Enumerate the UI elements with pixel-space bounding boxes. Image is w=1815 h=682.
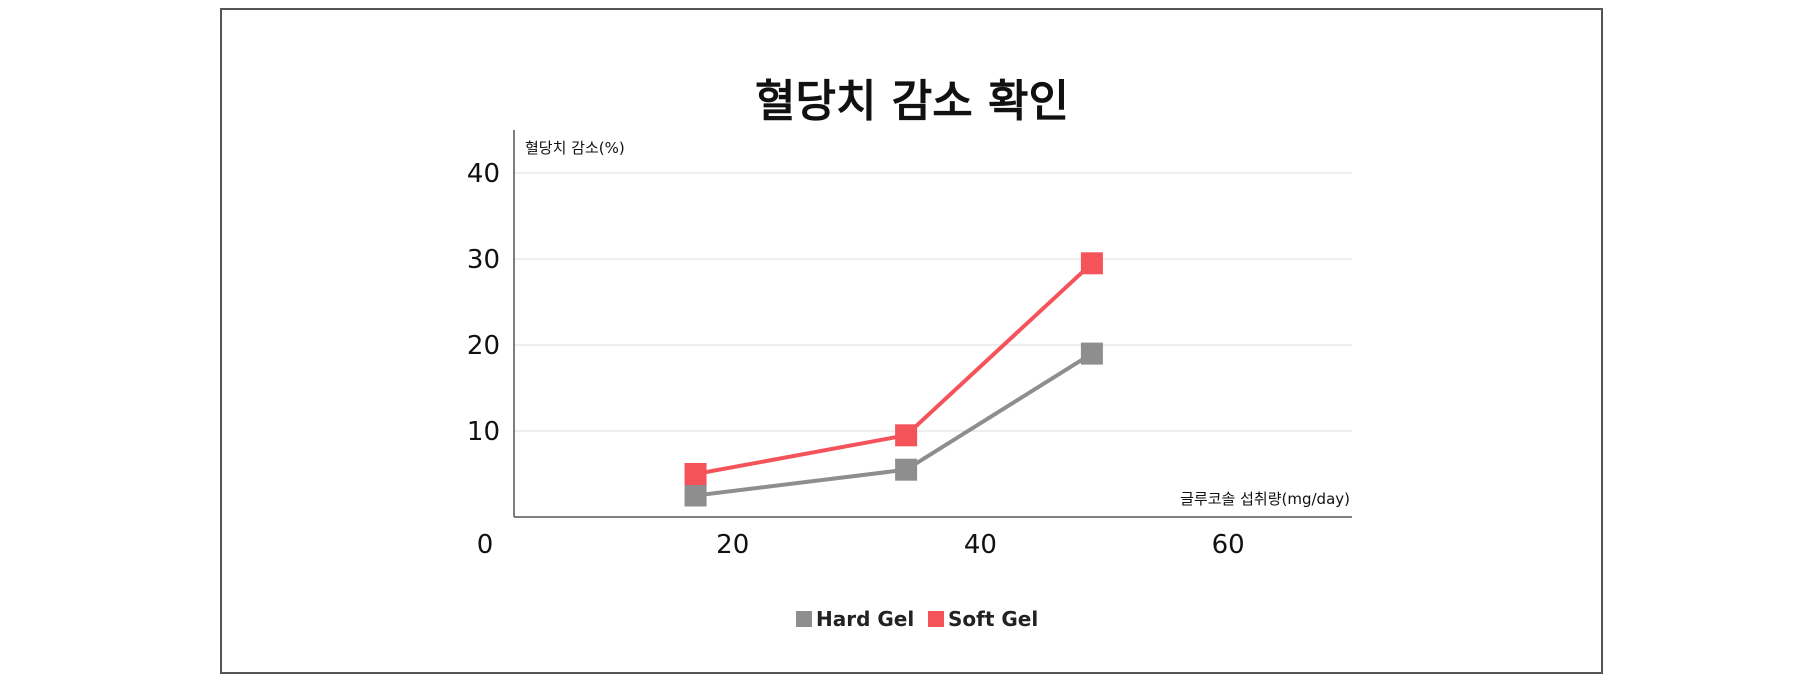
data-point <box>895 458 918 481</box>
series-line <box>695 351 1093 498</box>
data-point <box>1080 342 1103 365</box>
x-axis-label: 글루코솔 섭취량(mg/day) <box>1180 490 1350 508</box>
data-point <box>895 424 918 447</box>
legend-swatch <box>796 611 812 627</box>
legend-label: Soft Gel <box>948 607 1038 631</box>
data-point <box>684 463 707 485</box>
y-tick-labels: 10 20 30 40 <box>467 159 500 447</box>
x-tick-label: 60 <box>1212 530 1245 560</box>
data-point <box>684 484 707 507</box>
legend-label: Hard Gel <box>816 607 914 631</box>
chart-frame <box>220 8 1603 674</box>
y-tick-label: 40 <box>467 159 500 189</box>
x-tick-label: 40 <box>964 530 997 560</box>
data-point <box>1080 252 1103 275</box>
gridlines <box>514 172 1352 432</box>
y-tick-label: 10 <box>467 417 500 447</box>
y-axis-label: 혈당치 감소(%) <box>525 139 625 157</box>
x-tick-labels: 0 20 40 60 <box>477 530 1245 560</box>
y-tick-label: 20 <box>467 331 500 361</box>
legend: Hard Gel Soft Gel <box>796 607 1038 631</box>
series-line <box>695 261 1094 476</box>
chart-title: 혈당치 감소 확인 <box>755 76 1069 127</box>
y-tick-label: 30 <box>467 245 500 275</box>
x-tick-label: 20 <box>716 530 749 560</box>
x-tick-label: 0 <box>477 530 494 560</box>
series-markers <box>684 252 1103 507</box>
legend-swatch <box>928 611 944 627</box>
series-lines <box>695 261 1094 498</box>
